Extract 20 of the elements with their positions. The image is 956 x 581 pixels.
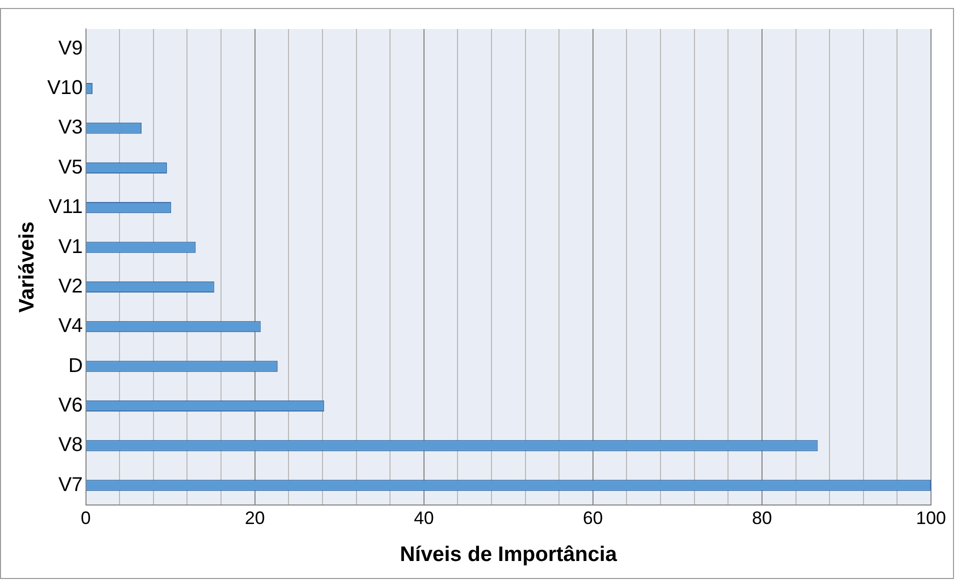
y-tick-label: V3 bbox=[58, 116, 83, 139]
y-tick-label: V6 bbox=[58, 394, 83, 417]
y-tick-label: D bbox=[68, 354, 83, 377]
y-tick-label: V11 bbox=[48, 196, 83, 218]
y-axis-title: Variáveis bbox=[15, 222, 38, 313]
x-tick-label: 40 bbox=[414, 508, 434, 528]
y-tick-label: V4 bbox=[58, 315, 83, 338]
y-tick-label: V2 bbox=[58, 275, 83, 298]
y-tick-label: V1 bbox=[58, 236, 83, 258]
y-tick-label: V9 bbox=[58, 37, 83, 60]
x-tick-label: 100 bbox=[916, 508, 946, 528]
y-tick-label: V7 bbox=[58, 474, 83, 496]
y-tick-label: V8 bbox=[58, 434, 83, 456]
x-tick-label: 0 bbox=[80, 508, 91, 528]
y-tick-label: V10 bbox=[47, 77, 83, 100]
x-tick-label: 60 bbox=[582, 508, 603, 528]
x-tick-label: 20 bbox=[244, 508, 265, 528]
x-axis-title: Níveis de Importância bbox=[400, 543, 618, 566]
x-tick-label: 80 bbox=[752, 508, 772, 528]
y-tick-label: V5 bbox=[58, 156, 83, 178]
